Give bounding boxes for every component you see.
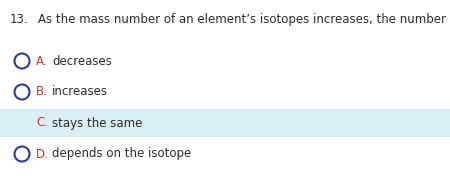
Text: depends on the isotope: depends on the isotope — [52, 148, 191, 161]
Text: decreases: decreases — [52, 55, 112, 67]
Text: increases: increases — [52, 86, 108, 99]
Circle shape — [14, 84, 30, 99]
Text: A.: A. — [36, 55, 48, 67]
Text: stays the same: stays the same — [52, 117, 142, 130]
Circle shape — [18, 118, 27, 127]
Circle shape — [14, 146, 30, 161]
Text: As the mass number of an element’s isotopes increases, the number of protons ___: As the mass number of an element’s isoto… — [38, 13, 450, 26]
Text: B.: B. — [36, 86, 48, 99]
Circle shape — [14, 115, 30, 130]
Circle shape — [14, 54, 30, 68]
Text: C.: C. — [36, 117, 48, 130]
Text: 13.: 13. — [10, 13, 29, 26]
Text: D.: D. — [36, 148, 49, 161]
